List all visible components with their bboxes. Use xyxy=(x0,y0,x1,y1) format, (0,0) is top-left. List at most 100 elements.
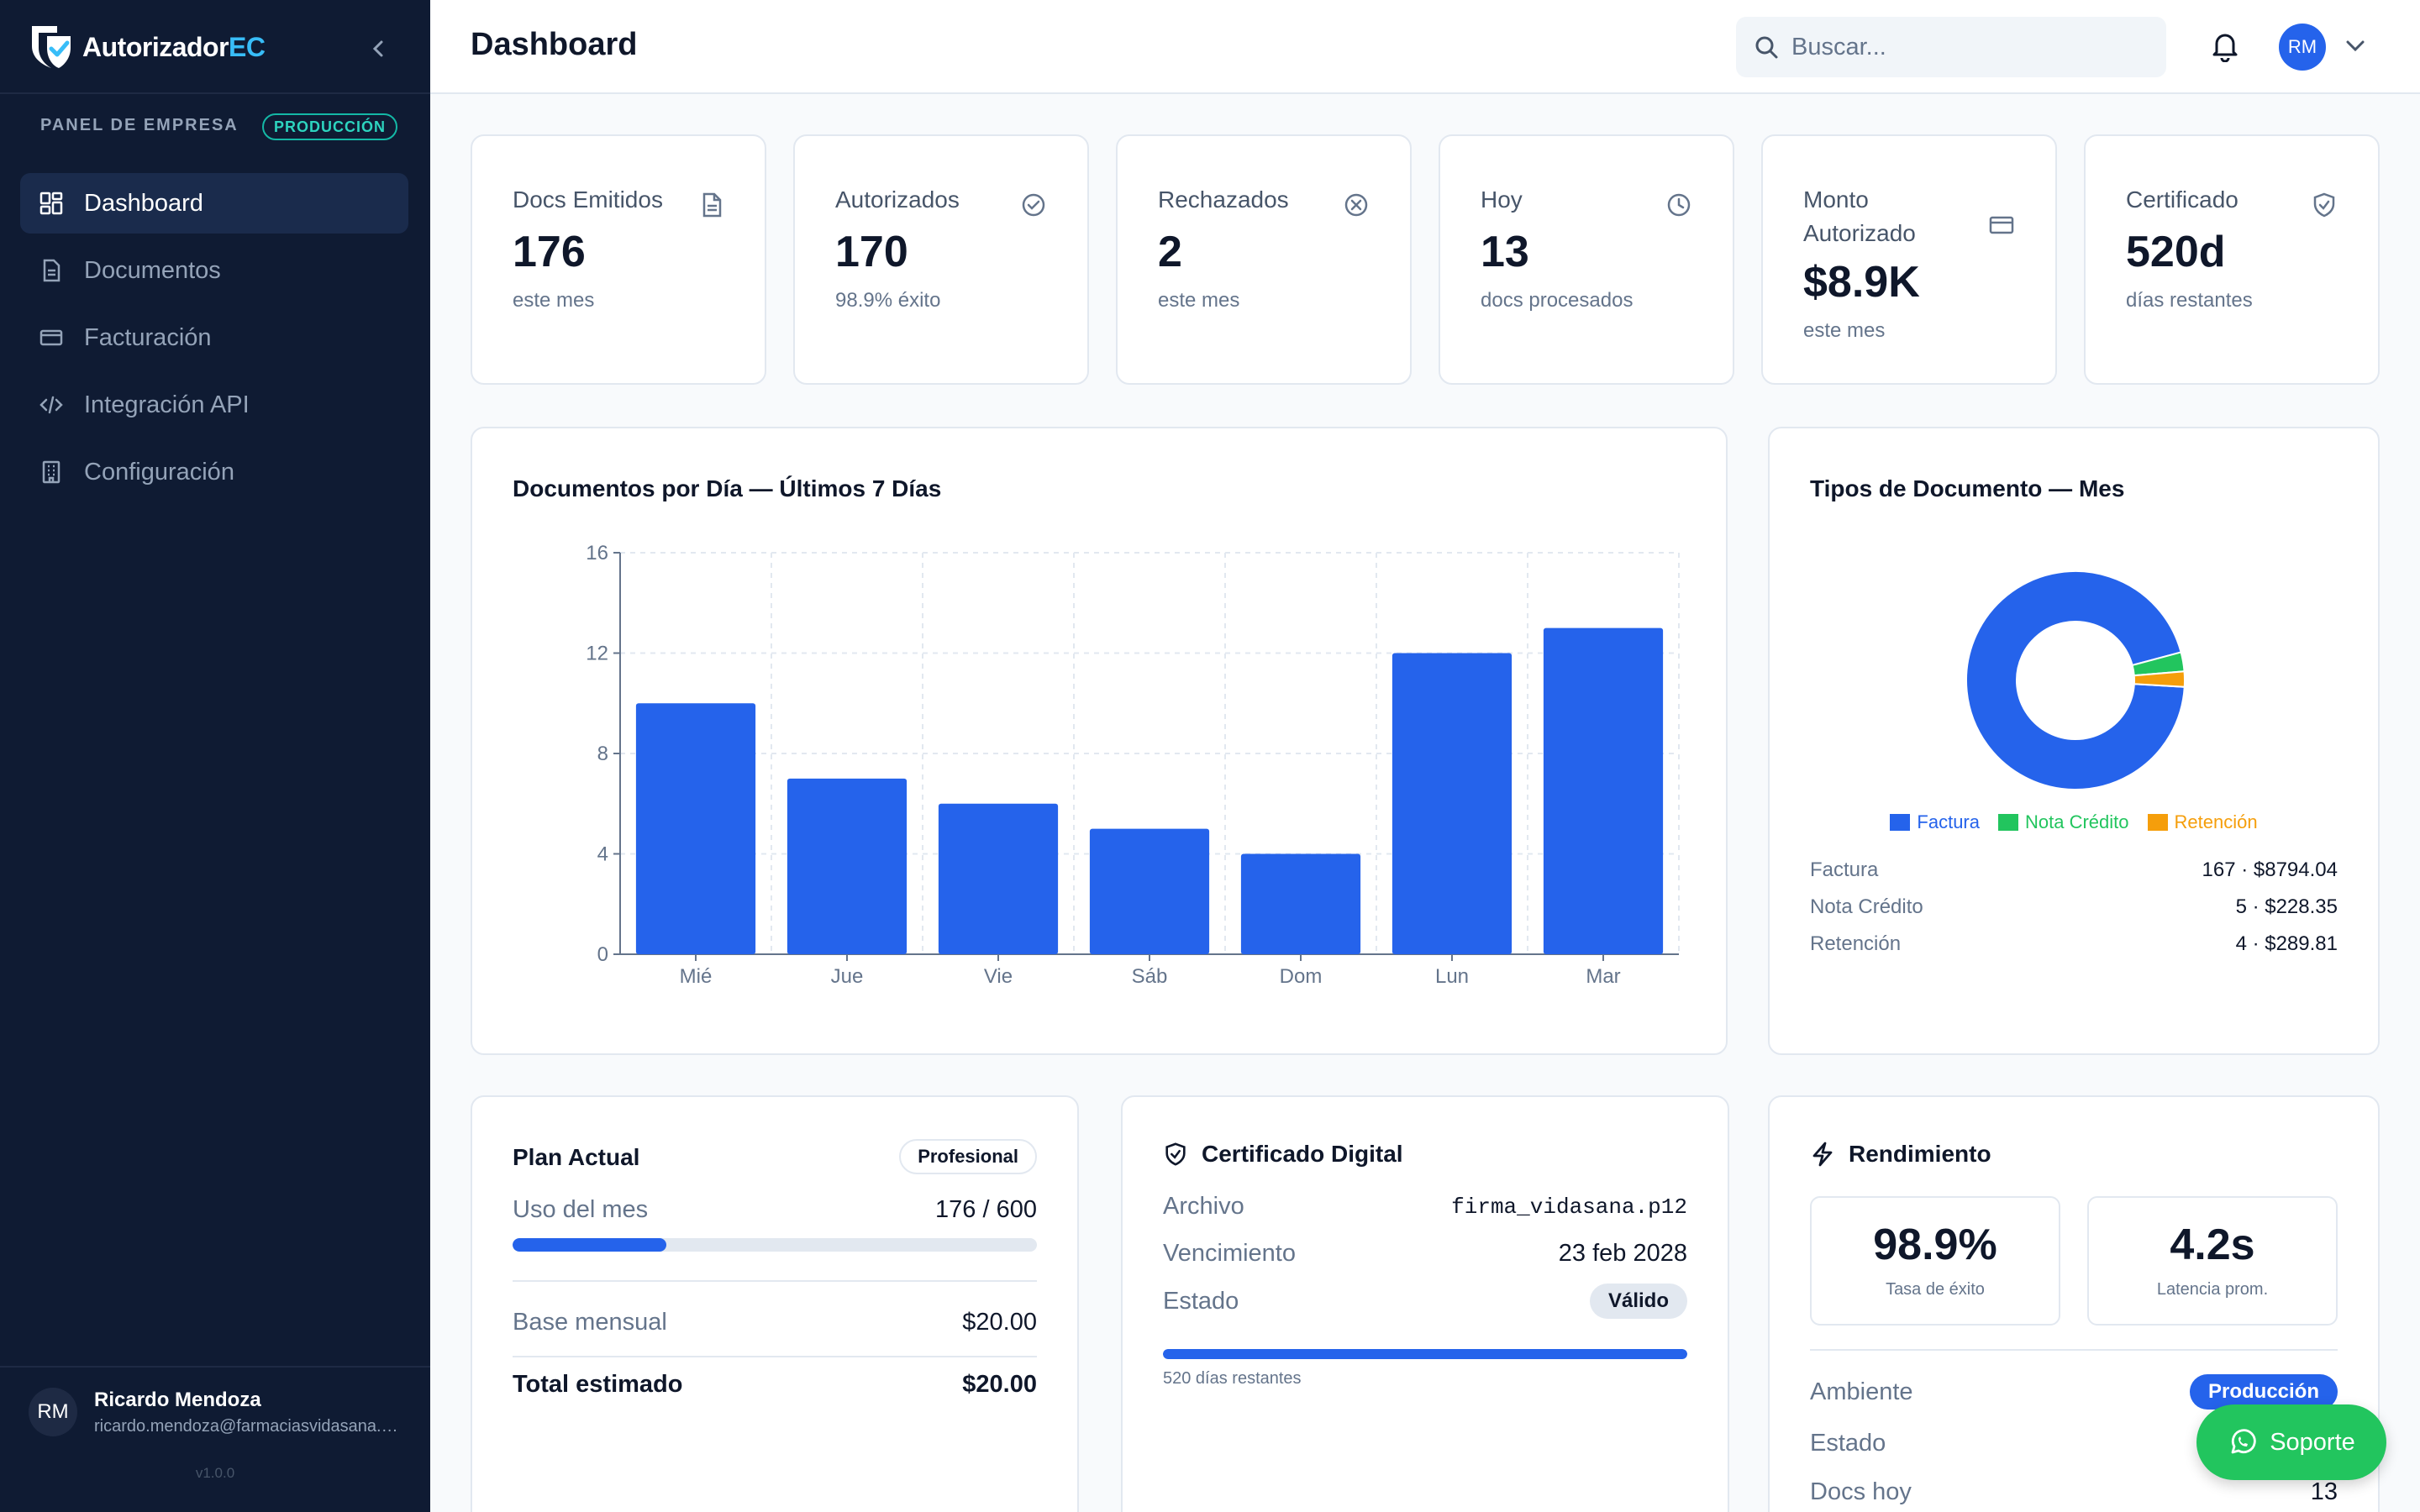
donut-chart xyxy=(1965,570,2186,790)
metric-label: Tasa de éxito xyxy=(1886,1280,1985,1299)
donut-legend: Factura Nota Crédito Retención xyxy=(1770,811,2378,833)
user-profile[interactable]: RM Ricardo Mendoza ricardo.mendoza@farma… xyxy=(29,1388,405,1436)
shield-icon xyxy=(2313,192,2335,218)
shield-check-logo-icon xyxy=(32,26,71,68)
legend-item-nota-credito[interactable]: Nota Crédito xyxy=(1998,811,2129,833)
breakdown-value: 5 · $228.35 xyxy=(2235,895,2338,918)
sidebar-item-label: Facturación xyxy=(84,323,212,351)
legend-label: Nota Crédito xyxy=(2025,811,2129,832)
sidebar-item-documentos[interactable]: Documentos xyxy=(20,240,408,301)
dashboard-icon xyxy=(39,192,63,215)
user-avatar-button[interactable]: RM xyxy=(2279,24,2326,71)
metric-success-rate: 98.9% Tasa de éxito xyxy=(1810,1196,2060,1326)
bar xyxy=(1240,853,1361,954)
user-menu-toggle[interactable] xyxy=(2344,37,2366,54)
docs-today-value: 13 xyxy=(2310,1478,2338,1505)
stat-card-hoy: Hoy 13 docs procesados xyxy=(1439,134,1734,385)
cert-status-row: Estado Válido xyxy=(1163,1284,1687,1319)
support-button[interactable]: Soporte xyxy=(2196,1404,2386,1480)
cert-validity-bar xyxy=(1163,1349,1687,1359)
bar xyxy=(635,703,756,954)
environment-badge: PRODUCCIÓN xyxy=(262,113,398,140)
cert-file-value: firma_vidasana.p12 xyxy=(1451,1194,1687,1220)
legend-item-factura[interactable]: Factura xyxy=(1890,811,1980,833)
building-icon xyxy=(42,460,60,484)
top-bar: Dashboard RM xyxy=(430,0,2420,94)
chevron-down-icon xyxy=(2346,40,2365,52)
x-tick-label: Dom xyxy=(1280,965,1323,988)
bar xyxy=(938,803,1059,954)
x-tick-label: Lun xyxy=(1435,965,1469,988)
plan-title: Plan Actual xyxy=(513,1144,640,1170)
legend-swatch xyxy=(1890,814,1911,831)
x-circle-icon xyxy=(1344,193,1368,217)
performance-title: Rendimiento xyxy=(1849,1141,1991,1167)
usage-row: Uso del mes 176 / 600 xyxy=(513,1196,1037,1224)
page-title: Dashboard xyxy=(471,27,638,62)
bar-chart-title: Documentos por Día — Últimos 7 Días xyxy=(513,475,942,501)
breakdown-row-nota-credito: Nota Crédito 5 · $228.35 xyxy=(1810,895,2338,919)
legend-item-retencion[interactable]: Retención xyxy=(2147,811,2258,833)
stat-label: Rechazados xyxy=(1158,186,1289,213)
user-email: ricardo.mendoza@farmaciasvidasana.com xyxy=(94,1416,405,1436)
search-icon xyxy=(1755,36,1778,59)
bar xyxy=(1089,828,1210,954)
docs-today-label: Docs hoy xyxy=(1810,1478,1912,1505)
cert-expiry-row: Vencimiento 23 feb 2028 xyxy=(1163,1240,1687,1268)
bar xyxy=(786,778,908,954)
card-icon xyxy=(39,329,63,346)
y-tick-label: 4 xyxy=(597,843,608,866)
x-tick-label: Sáb xyxy=(1132,965,1168,988)
stat-label: Certificado xyxy=(2126,186,2238,213)
env-badge: Producción xyxy=(2189,1374,2338,1410)
stat-subtext: este mes xyxy=(1803,319,1886,342)
x-tick-label: Jue xyxy=(831,965,864,988)
sidebar-item-configuracion[interactable]: Configuración xyxy=(20,442,408,502)
stat-label: Hoy xyxy=(1481,186,1523,213)
stat-value: 520d xyxy=(2126,228,2226,276)
sidebar-item-integracion-api[interactable]: Integración API xyxy=(20,375,408,435)
donut-chart-card: Tipos de Documento — Mes Factura Nota Cr… xyxy=(1768,427,2380,1055)
cert-expiry-value: 23 feb 2028 xyxy=(1558,1240,1687,1267)
user-name: Ricardo Mendoza xyxy=(94,1388,261,1411)
stat-subtext: docs procesados xyxy=(1481,289,1634,312)
env-label: Ambiente xyxy=(1810,1378,1913,1405)
cert-file-row: Archivo firma_vidasana.p12 xyxy=(1163,1193,1687,1221)
clock-icon xyxy=(1667,193,1691,217)
whatsapp-icon xyxy=(2231,1429,2256,1454)
collapse-sidebar-button[interactable] xyxy=(361,32,395,66)
bell-icon xyxy=(2212,34,2238,62)
y-tick-label: 0 xyxy=(597,943,608,966)
app-version: v1.0.0 xyxy=(195,1465,235,1481)
stat-value: 176 xyxy=(513,228,586,276)
code-icon xyxy=(39,396,63,414)
bar-chart-card: Documentos por Día — Últimos 7 Días 0 4 8 1… xyxy=(471,427,1728,1055)
divider xyxy=(513,1280,1037,1282)
base-label: Base mensual xyxy=(513,1309,667,1336)
stat-value: 170 xyxy=(835,228,908,276)
shield-icon xyxy=(1165,1142,1186,1166)
stat-label: Docs Emitidos xyxy=(513,186,663,213)
donut-chart-title: Tipos de Documento — Mes xyxy=(1810,475,2125,501)
bar xyxy=(1392,653,1512,954)
stat-subtext: este mes xyxy=(513,289,595,312)
x-tick-label: Mar xyxy=(1586,965,1620,988)
document-icon xyxy=(43,259,60,282)
y-tick-label: 12 xyxy=(586,643,608,665)
search-input[interactable] xyxy=(1791,33,2144,61)
plan-card: Plan Actual Profesional Uso del mes 176 /… xyxy=(471,1095,1079,1512)
sidebar-item-facturacion[interactable]: Facturación xyxy=(20,307,408,368)
sidebar-divider xyxy=(0,92,430,94)
avatar: RM xyxy=(29,1388,77,1436)
stat-card-monto-autorizado: Monto Autorizado $8.9K este mes xyxy=(1761,134,2057,385)
total-row: Total estimado $20.00 xyxy=(513,1371,1037,1399)
search-box[interactable] xyxy=(1736,17,2166,77)
brand-name: AutorizadorEC xyxy=(82,31,266,62)
bar xyxy=(1543,627,1664,954)
breakdown-value: 167 · $8794.04 xyxy=(2202,858,2338,881)
sidebar-item-dashboard[interactable]: Dashboard xyxy=(20,173,408,234)
brand-logo[interactable]: AutorizadorEC xyxy=(29,20,266,74)
notifications-button[interactable] xyxy=(2210,30,2240,62)
divider xyxy=(513,1356,1037,1357)
stat-card-autorizados: Autorizados 170 98.9% éxito xyxy=(793,134,1089,385)
